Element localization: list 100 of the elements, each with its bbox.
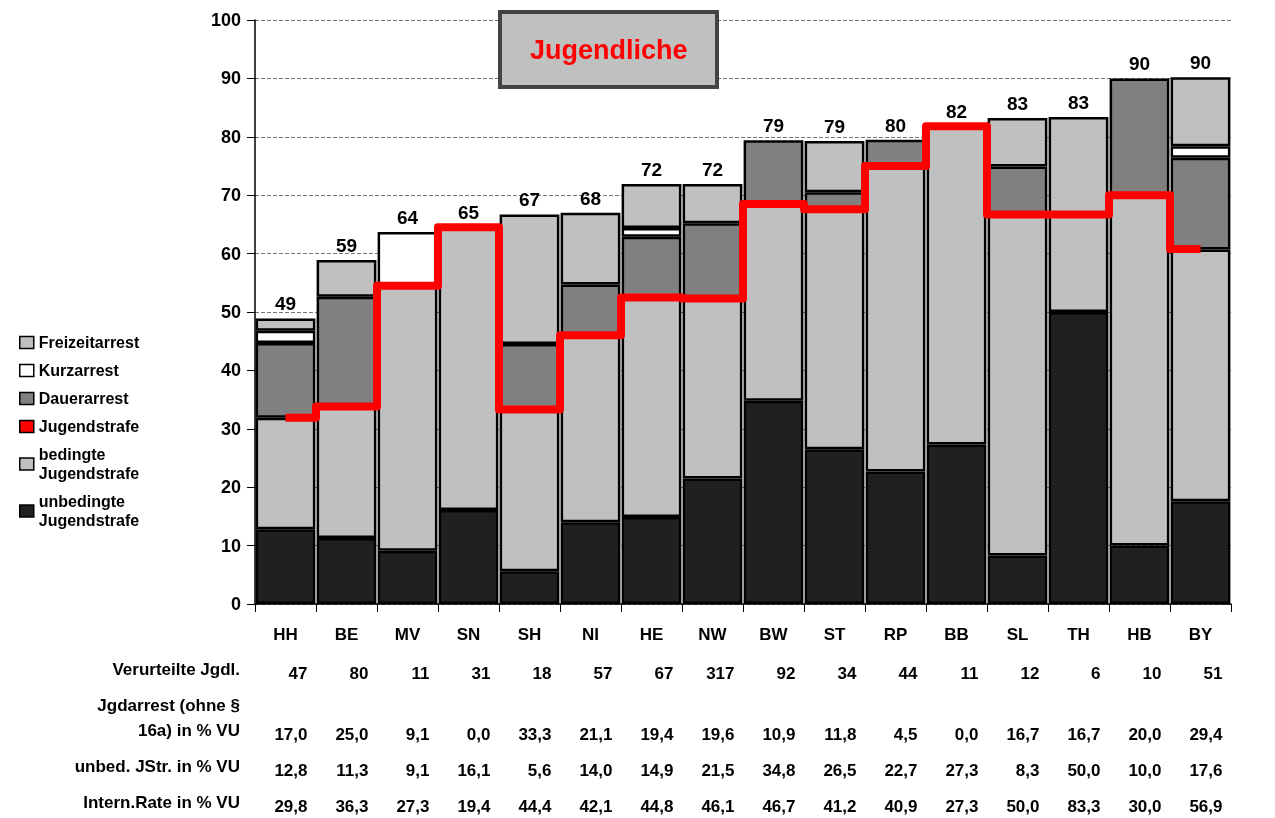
total-label: 68 xyxy=(579,187,602,209)
x-tick-label: RP xyxy=(883,625,908,644)
text: 30,0 xyxy=(1128,797,1162,816)
text: 18 xyxy=(532,664,552,683)
text: 20,0 xyxy=(1128,725,1162,744)
total-label: 72 xyxy=(701,159,724,181)
text: 9,1 xyxy=(405,725,430,744)
text: 44,4 xyxy=(518,797,553,816)
x-tick-label: MV xyxy=(394,625,421,644)
text: 92 xyxy=(776,664,796,683)
x-tick-label: BB xyxy=(944,625,969,644)
text: 11 xyxy=(960,664,979,683)
text: 14,0 xyxy=(579,761,613,780)
total-label: 65 xyxy=(457,202,480,224)
text: 4,5 xyxy=(893,725,918,744)
text: 42,1 xyxy=(579,797,613,816)
text: 83,3 xyxy=(1067,797,1101,816)
text: 27,3 xyxy=(945,761,979,780)
y-tick-label: 70 xyxy=(220,185,241,206)
total-label: 80 xyxy=(884,114,907,136)
text: 11 xyxy=(411,664,430,683)
x-tick-label: ST xyxy=(823,625,846,644)
text: 21,5 xyxy=(701,761,735,780)
total-label: 64 xyxy=(396,206,419,228)
text: 33,3 xyxy=(518,725,552,744)
text: 26,5 xyxy=(823,761,857,780)
legend-label: Kurzarrest xyxy=(38,362,120,379)
y-tick-label: 60 xyxy=(220,243,241,264)
text: 10 xyxy=(1142,664,1162,683)
x-tick-label: BE xyxy=(334,625,359,644)
total-label: 59 xyxy=(335,235,358,257)
text: 16,1 xyxy=(457,761,491,780)
text: 31 xyxy=(471,664,491,683)
total-label: 79 xyxy=(762,115,785,137)
text: 36,3 xyxy=(335,797,369,816)
text: 0,0 xyxy=(466,725,491,744)
x-tick-label: BY xyxy=(1188,625,1213,644)
text: 44,8 xyxy=(640,797,674,816)
x-tick-label: SL xyxy=(1006,625,1029,644)
total-label: 83 xyxy=(1067,91,1090,113)
x-tick-label: NW xyxy=(698,625,728,644)
y-tick-label: 50 xyxy=(220,302,241,322)
total-label: 90 xyxy=(1128,53,1151,75)
text: Verurteilte Jgdl. xyxy=(112,660,240,679)
y-tick-label: 80 xyxy=(220,126,241,147)
text: 12,8 xyxy=(274,761,308,780)
text: 19,6 xyxy=(701,725,735,744)
text: 67 xyxy=(654,664,674,683)
text: 50,0 xyxy=(1067,761,1101,780)
text: 0,0 xyxy=(954,725,979,744)
text: 25,0 xyxy=(335,725,369,744)
text: 14,9 xyxy=(640,761,674,780)
total-label: 90 xyxy=(1189,52,1212,74)
text: 16,7 xyxy=(1006,725,1040,744)
text: 27,3 xyxy=(396,797,430,816)
text: 80 xyxy=(349,664,369,683)
text: 5,6 xyxy=(527,761,552,780)
text: Jgdarrest (ohne § 16a) in % VU xyxy=(97,696,240,740)
text: 8,3 xyxy=(1015,761,1040,780)
y-tick-label: 0 xyxy=(230,594,241,614)
total-label: 67 xyxy=(518,189,541,211)
text: 16,7 xyxy=(1067,725,1101,744)
text: unbed. JStr. in % VU xyxy=(74,757,240,776)
text: 56,9 xyxy=(1189,797,1223,816)
text: 317 xyxy=(706,664,735,683)
text: 57 xyxy=(593,664,613,683)
x-tick-label: SH xyxy=(517,625,542,644)
total-label: 83 xyxy=(1006,93,1029,115)
text: 51 xyxy=(1203,664,1223,683)
text: Intern.Rate in % VU xyxy=(83,793,240,812)
text: 11,8 xyxy=(824,725,857,744)
legend-label: Dauerarrest xyxy=(38,390,130,407)
total-label: 49 xyxy=(274,293,297,315)
y-tick-label: 40 xyxy=(220,360,241,381)
x-tick-label: TH xyxy=(1067,625,1090,644)
total-label: 82 xyxy=(945,101,968,123)
text: Jugendliche xyxy=(530,34,688,65)
text: 17,0 xyxy=(274,725,308,744)
x-tick-label: BW xyxy=(759,625,789,644)
text: 40,9 xyxy=(884,797,918,816)
x-tick-label: SN xyxy=(456,625,481,644)
y-tick-label: 100 xyxy=(210,10,241,30)
text: 12 xyxy=(1020,664,1040,683)
x-tick-label: HB xyxy=(1127,625,1152,644)
text: 19,4 xyxy=(457,797,492,816)
legend-label: Freizeitarrest xyxy=(38,334,140,351)
text: 10,0 xyxy=(1128,761,1162,780)
text: 11,3 xyxy=(336,761,369,780)
text: 17,6 xyxy=(1189,761,1223,780)
text: 46,1 xyxy=(701,797,735,816)
text: 27,3 xyxy=(945,797,979,816)
text: 47 xyxy=(288,664,308,683)
text: 41,2 xyxy=(823,797,857,816)
legend-label: bedingte Jugendstrafe xyxy=(38,446,140,482)
y-tick-label: 90 xyxy=(220,68,241,89)
text: 44 xyxy=(898,664,919,683)
text: 21,1 xyxy=(579,725,613,744)
x-tick-label: HE xyxy=(639,625,664,644)
y-tick-label: 20 xyxy=(220,477,241,498)
text: 22,7 xyxy=(884,761,918,780)
